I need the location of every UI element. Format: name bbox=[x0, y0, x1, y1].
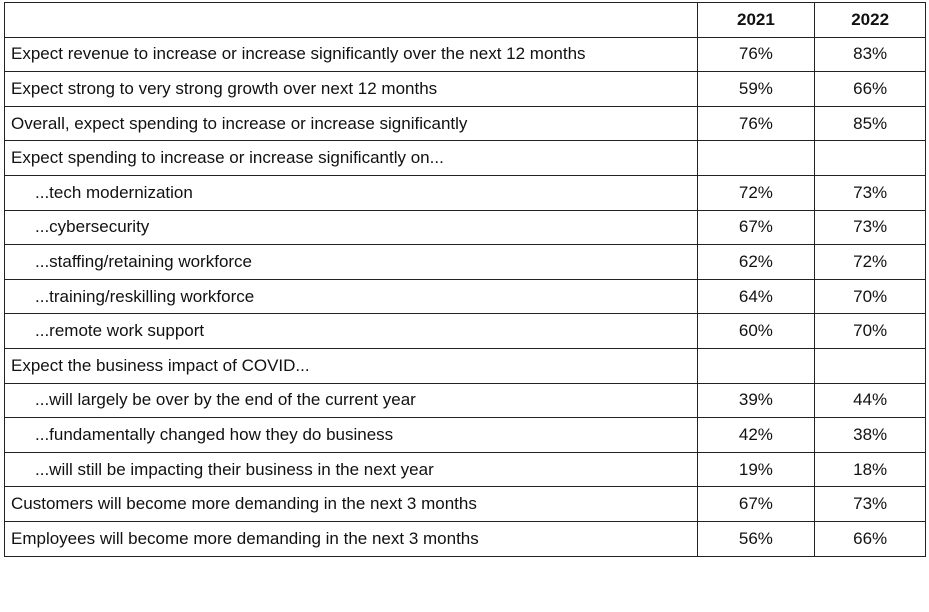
row-label: Expect the business impact of COVID... bbox=[4, 347, 698, 384]
value-cell: 19% bbox=[696, 451, 816, 488]
row-label: Employees will become more demanding in … bbox=[4, 520, 698, 557]
table-row: ...cybersecurity 67% 73% bbox=[4, 209, 926, 246]
value-cell: 76% bbox=[696, 105, 816, 142]
row-label: ...fundamentally changed how they do bus… bbox=[4, 417, 698, 453]
table-row: Expect strong to very strong growth over… bbox=[4, 71, 926, 107]
row-label: ...remote work support bbox=[4, 313, 698, 349]
value-cell: 18% bbox=[814, 451, 926, 488]
table-row: Overall, expect spending to increase or … bbox=[4, 105, 926, 142]
row-label: ...tech modernization bbox=[4, 174, 698, 211]
value-cell: 73% bbox=[814, 174, 926, 211]
table-row: Expect the business impact of COVID... bbox=[4, 347, 926, 384]
value-cell: 70% bbox=[814, 313, 926, 349]
table-row: ...training/reskilling workforce 64% 70% bbox=[4, 278, 926, 315]
row-label: ...cybersecurity bbox=[4, 209, 698, 246]
value-cell: 39% bbox=[696, 382, 816, 419]
value-cell: 44% bbox=[814, 382, 926, 419]
value-cell: 56% bbox=[696, 520, 816, 557]
table-row: Expect revenue to increase or increase s… bbox=[4, 36, 926, 73]
table-row: ...will still be impacting their busines… bbox=[4, 451, 926, 488]
table-row: Customers will become more demanding in … bbox=[4, 486, 926, 522]
value-cell: 73% bbox=[814, 486, 926, 522]
table-row: Expect spending to increase or increase … bbox=[4, 140, 926, 176]
value-cell: 73% bbox=[814, 209, 926, 246]
survey-table: 2021 2022 Expect revenue to increase or … bbox=[4, 2, 926, 557]
value-cell: 83% bbox=[814, 36, 926, 73]
empty-cell bbox=[696, 140, 816, 176]
header-row: 2021 2022 bbox=[4, 2, 926, 38]
value-cell: 72% bbox=[814, 244, 926, 280]
row-label: Expect spending to increase or increase … bbox=[4, 140, 698, 176]
value-cell: 59% bbox=[696, 71, 816, 107]
row-label: ...training/reskilling workforce bbox=[4, 278, 698, 315]
value-cell: 85% bbox=[814, 105, 926, 142]
row-label: ...will largely be over by the end of th… bbox=[4, 382, 698, 419]
value-cell: 76% bbox=[696, 36, 816, 73]
empty-cell bbox=[814, 140, 926, 176]
row-label: Expect revenue to increase or increase s… bbox=[4, 36, 698, 73]
table-row: Employees will become more demanding in … bbox=[4, 520, 926, 557]
row-label: Overall, expect spending to increase or … bbox=[4, 105, 698, 142]
row-label: ...staffing/retaining workforce bbox=[4, 244, 698, 280]
value-cell: 64% bbox=[696, 278, 816, 315]
value-cell: 66% bbox=[814, 520, 926, 557]
value-cell: 42% bbox=[696, 417, 816, 453]
year-header: 2021 bbox=[696, 2, 816, 38]
empty-header-cell bbox=[4, 2, 698, 38]
row-label: ...will still be impacting their busines… bbox=[4, 451, 698, 488]
value-cell: 62% bbox=[696, 244, 816, 280]
value-cell: 72% bbox=[696, 174, 816, 211]
year-header: 2022 bbox=[814, 2, 926, 38]
value-cell: 70% bbox=[814, 278, 926, 315]
value-cell: 38% bbox=[814, 417, 926, 453]
table-row: ...remote work support 60% 70% bbox=[4, 313, 926, 349]
value-cell: 60% bbox=[696, 313, 816, 349]
value-cell: 66% bbox=[814, 71, 926, 107]
table-row: ...will largely be over by the end of th… bbox=[4, 382, 926, 419]
table-row: ...staffing/retaining workforce 62% 72% bbox=[4, 244, 926, 280]
empty-cell bbox=[696, 347, 816, 384]
value-cell: 67% bbox=[696, 209, 816, 246]
row-label: Customers will become more demanding in … bbox=[4, 486, 698, 522]
value-cell: 67% bbox=[696, 486, 816, 522]
table-body: Expect revenue to increase or increase s… bbox=[4, 36, 926, 557]
table-row: ...fundamentally changed how they do bus… bbox=[4, 417, 926, 453]
row-label: Expect strong to very strong growth over… bbox=[4, 71, 698, 107]
empty-cell bbox=[814, 347, 926, 384]
table-header: 2021 2022 bbox=[4, 2, 926, 38]
table-row: ...tech modernization 72% 73% bbox=[4, 174, 926, 211]
